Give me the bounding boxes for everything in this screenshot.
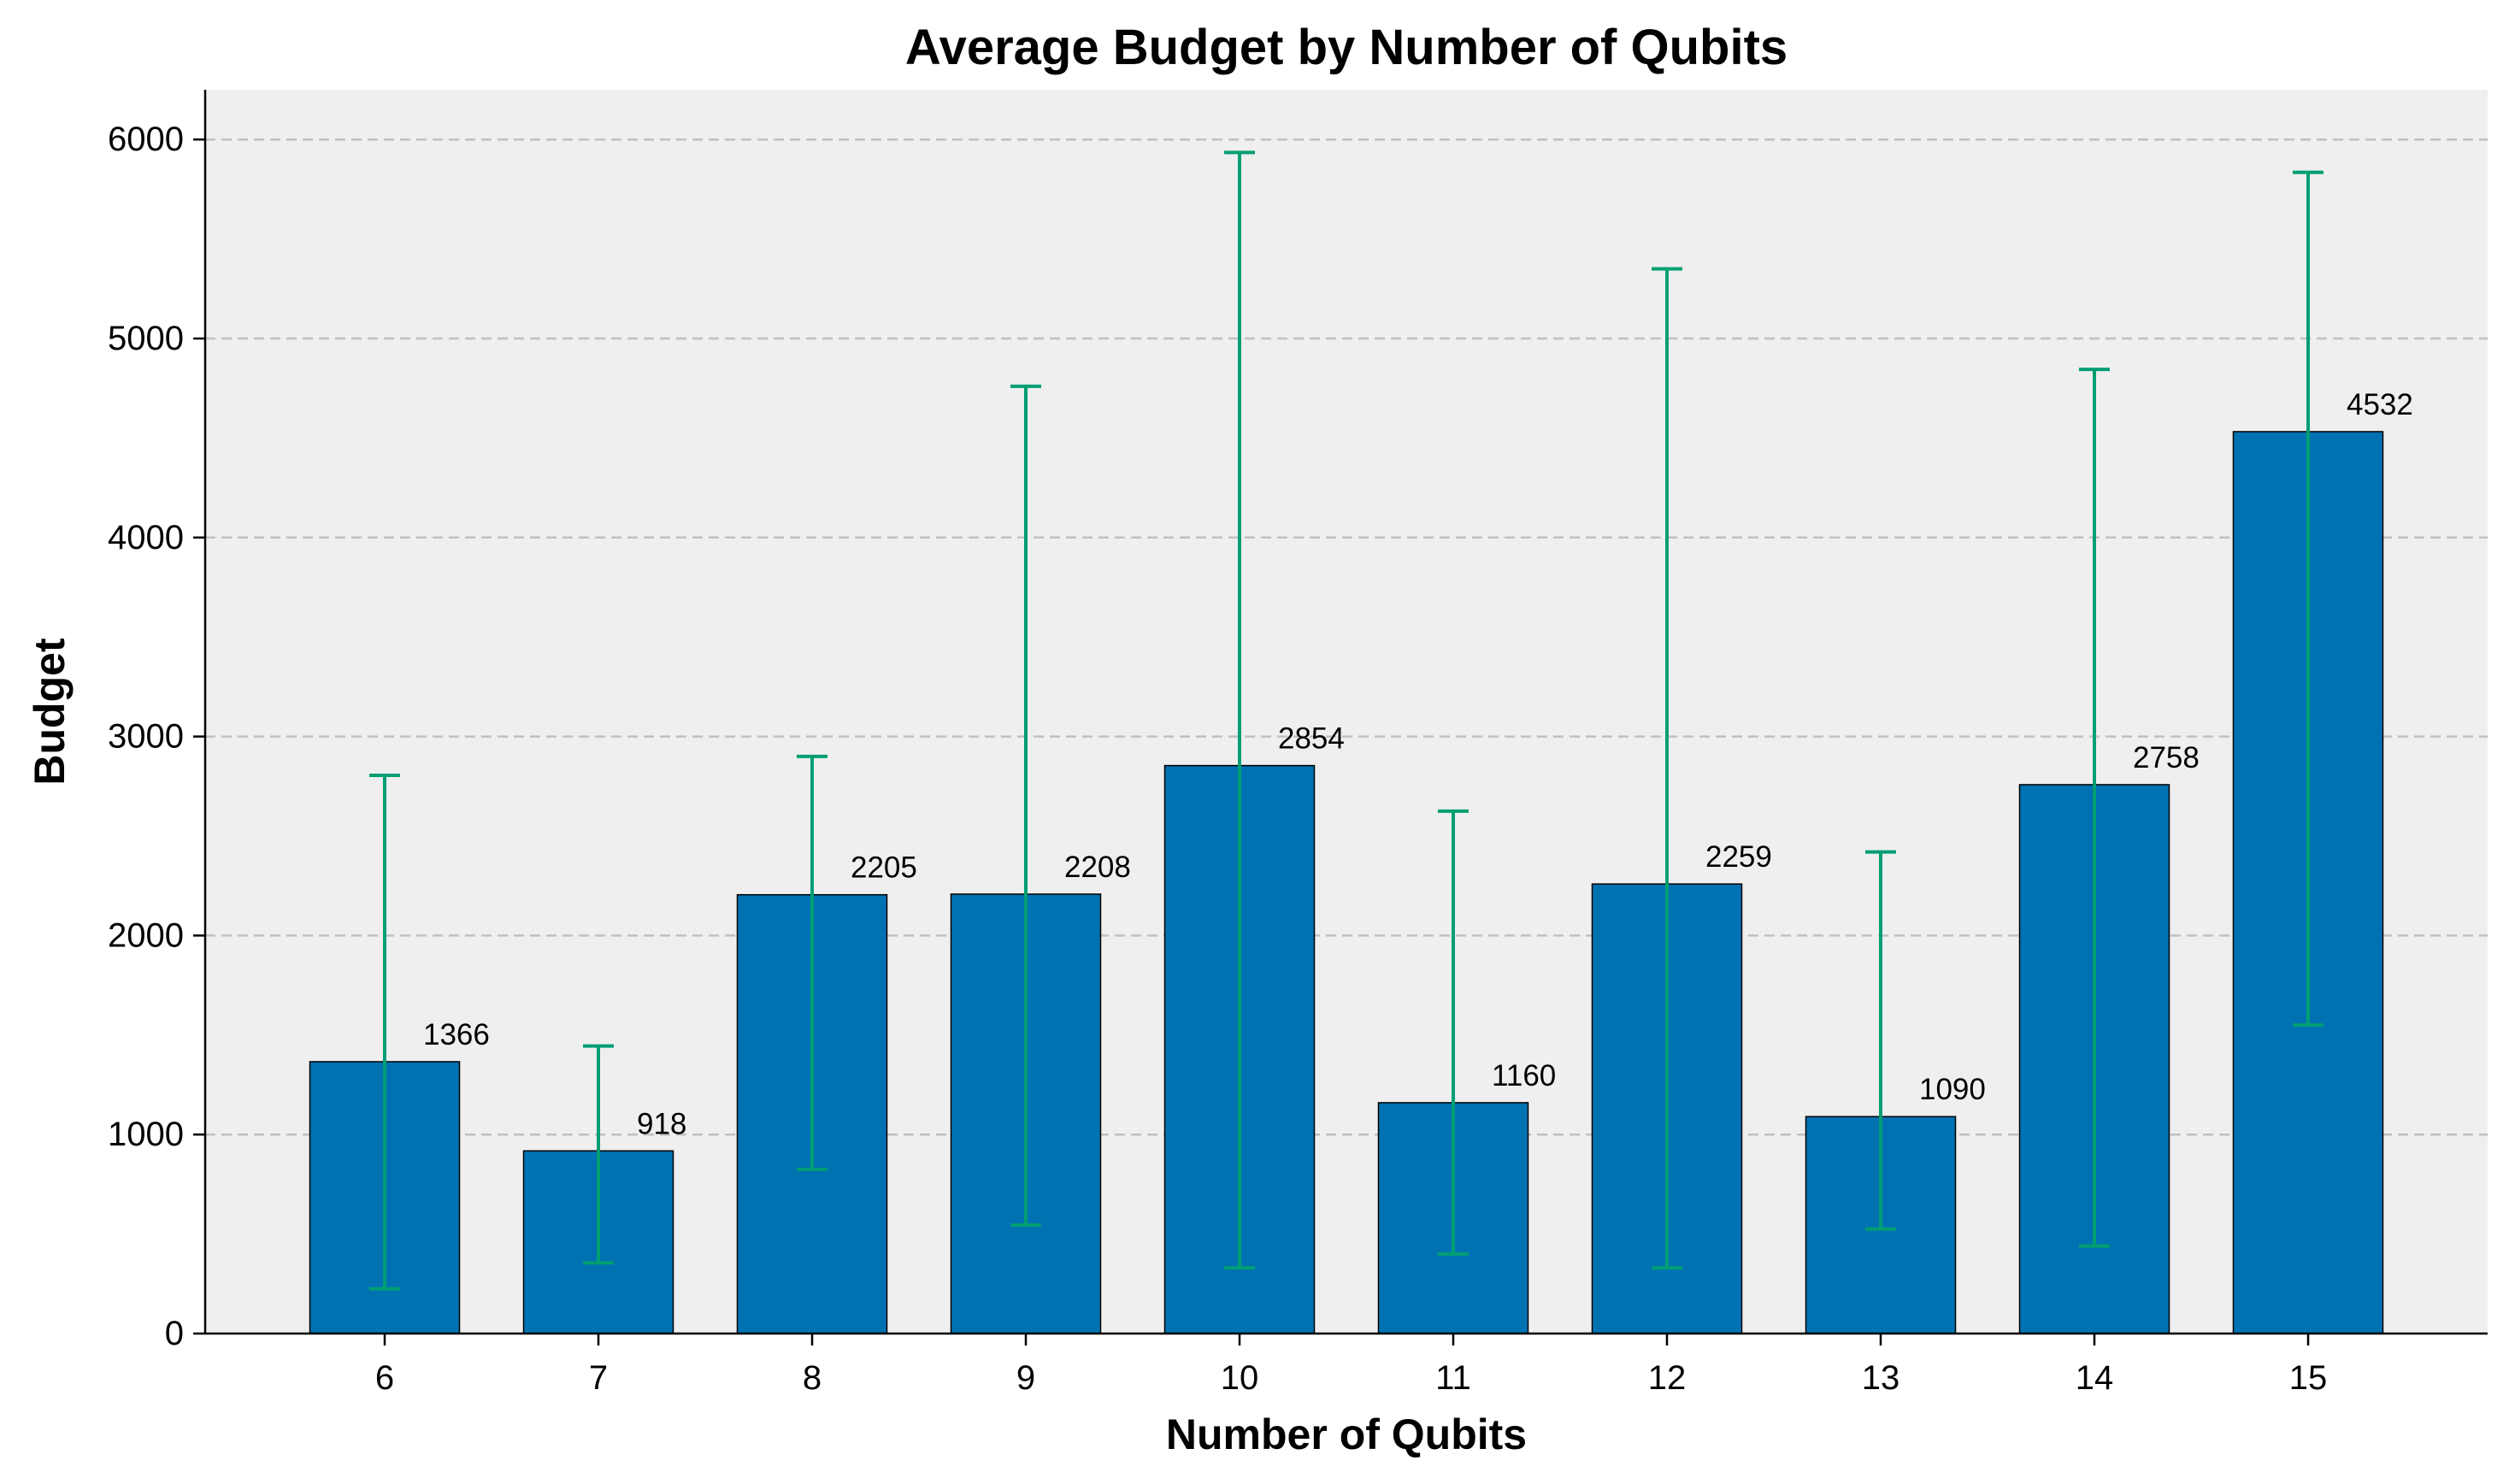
x-tick-label: 9	[1016, 1359, 1035, 1397]
error-bar-13	[1865, 850, 1896, 1231]
x-tick-label: 7	[589, 1359, 608, 1397]
data-label: 2208	[1064, 851, 1131, 884]
y-axis-ticks: 0 1000 2000 3000 4000 5000 6000	[108, 121, 205, 1352]
y-tick-label: 2000	[108, 916, 184, 954]
error-bar-15	[2293, 170, 2323, 1028]
x-tick-label: 12	[1648, 1359, 1687, 1397]
y-tick-label: 4000	[108, 519, 184, 556]
data-label: 2259	[1705, 840, 1772, 874]
error-bar-9	[1010, 384, 1041, 1228]
y-tick-label: 5000	[108, 320, 184, 357]
error-bar-12	[1652, 267, 1682, 1270]
x-tick-label: 10	[1221, 1359, 1259, 1397]
y-tick-label: 1000	[108, 1116, 184, 1153]
x-tick-label: 8	[803, 1359, 822, 1397]
y-axis-label: Budget	[26, 638, 74, 786]
x-tick-label: 15	[2289, 1359, 2328, 1397]
y-tick-label: 0	[165, 1315, 184, 1352]
x-tick-label: 14	[2076, 1359, 2114, 1397]
x-axis-ticks: 6 7 8 9 10 11 12 13 14 15	[375, 1334, 2327, 1397]
data-label: 1090	[1919, 1073, 1986, 1106]
error-bar-10	[1224, 150, 1255, 1270]
error-bar-11	[1438, 809, 1469, 1256]
axes	[203, 90, 2488, 1335]
x-axis-label: Number of Qubits	[1166, 1410, 1527, 1458]
error-bar-8	[797, 754, 827, 1171]
data-label: 1366	[423, 1018, 490, 1051]
gridlines	[205, 138, 2488, 1136]
x-tick-label: 13	[1862, 1359, 1900, 1397]
y-tick-label: 3000	[108, 718, 184, 756]
data-label: 2758	[2133, 741, 2200, 774]
data-label: 2854	[1278, 722, 1345, 756]
error-bar-6	[369, 773, 400, 1291]
x-tick-label: 6	[375, 1359, 394, 1397]
error-bar-14	[2079, 368, 2110, 1248]
data-label: 918	[637, 1107, 686, 1140]
data-label: 4532	[2347, 388, 2413, 421]
data-label: 2205	[851, 851, 917, 885]
data-label: 1160	[1492, 1059, 1556, 1092]
error-bars	[369, 150, 2323, 1291]
chart-title: Average Budget by Number of Qubits	[905, 20, 1788, 75]
error-bar-7	[583, 1044, 614, 1265]
y-tick-label: 6000	[108, 121, 184, 158]
data-labels: 1366 918 2205 2208 2854 1160 2259 1090 2758 4532	[423, 388, 2413, 1140]
x-tick-label: 11	[1435, 1359, 1471, 1397]
